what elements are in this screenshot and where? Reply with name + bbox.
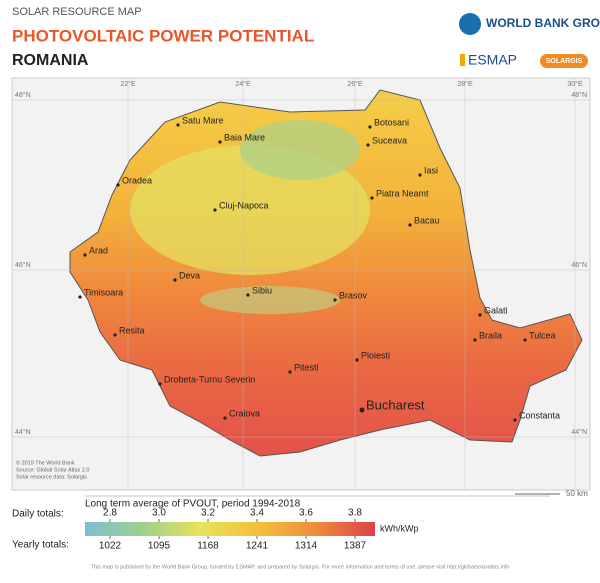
- city-dot: [113, 333, 117, 337]
- city-dot: [478, 313, 482, 317]
- city-label: Pitesti: [294, 362, 319, 372]
- city-label: Ploiesti: [361, 350, 390, 360]
- longitude-label: 24°E: [235, 80, 251, 88]
- credit: Source: Global Solar Atlas 2.0: [16, 467, 89, 473]
- city-label: Botosani: [374, 117, 409, 127]
- latitude-label: 48°N: [15, 91, 31, 99]
- world-bank-logo: WORLD BANK GROUP: [486, 16, 600, 30]
- city-label: Drobeta-Turnu Severin: [164, 374, 255, 384]
- country: ROMANIA: [12, 52, 89, 69]
- latitude-label: 46°N: [15, 261, 31, 269]
- credit: Solar resource data: Solargis: [16, 474, 87, 480]
- city-label: Constanta: [519, 410, 560, 420]
- city-label: Resita: [119, 325, 145, 335]
- yearly-tick-label: 1314: [295, 541, 318, 552]
- title: PHOTOVOLTAIC POWER POTENTIAL: [12, 26, 314, 45]
- city-label: Brasov: [339, 290, 368, 300]
- city-label: Timisoara: [84, 287, 123, 297]
- city-label: Braila: [479, 330, 502, 340]
- yearly-tick-label: 1022: [99, 541, 122, 552]
- city-dot: [176, 123, 180, 127]
- city-dot: [173, 278, 177, 282]
- latitude-label: 48°N: [571, 91, 587, 99]
- daily-tick-label: 3.4: [250, 508, 264, 519]
- city-dot: [368, 125, 372, 129]
- city-label: Satu Mare: [182, 115, 224, 125]
- city-dot: [366, 143, 370, 147]
- credit: © 2019 The World Bank: [16, 459, 75, 466]
- city-dot: [523, 338, 527, 342]
- city-dot: [213, 208, 217, 212]
- legend-daily-label: Daily totals:: [12, 509, 64, 520]
- legend-yearly-label: Yearly totals:: [12, 540, 69, 551]
- yearly-tick-label: 1095: [148, 541, 171, 552]
- longitude-label: 22°E: [120, 80, 136, 88]
- yearly-tick-label: 1241: [246, 541, 269, 552]
- city-dot: [359, 407, 365, 413]
- city-label: Baia Mare: [224, 132, 265, 142]
- daily-tick-label: 3.6: [299, 508, 313, 519]
- city-dot: [78, 295, 82, 299]
- longitude-label: 26°E: [347, 80, 363, 88]
- daily-tick-label: 3.8: [348, 508, 362, 519]
- city-label: Galati: [484, 305, 508, 315]
- city-dot: [158, 382, 162, 386]
- city-label: Craiova: [229, 408, 260, 418]
- esmap-logo: ESMAP: [468, 52, 517, 68]
- city-dot: [355, 358, 359, 362]
- yearly-tick-label: 1168: [197, 541, 219, 552]
- city-dot: [288, 370, 292, 374]
- city-label: Sibiu: [252, 285, 272, 295]
- city-label: Deva: [179, 270, 200, 280]
- city-dot: [333, 298, 337, 302]
- wb-logo-icon: [459, 13, 481, 35]
- city-dot: [418, 173, 422, 177]
- city-label: Bucharest: [366, 397, 425, 412]
- city-dot: [513, 418, 517, 422]
- longitude-label: 30°E: [567, 80, 583, 88]
- legend-title: Long term average of PVOUT, period 1994-…: [85, 499, 301, 510]
- city-label: Arad: [89, 245, 108, 255]
- city-dot: [83, 253, 87, 257]
- legend-unit: kWh/kWp: [380, 523, 419, 533]
- city-dot: [223, 416, 227, 420]
- city-dot: [116, 183, 120, 187]
- city-dot: [246, 293, 250, 297]
- latitude-label: 46°N: [571, 261, 587, 269]
- daily-tick-label: 2.8: [103, 508, 117, 519]
- city-label: Tulcea: [529, 330, 556, 340]
- colorbar: [85, 522, 375, 536]
- city-label: Oradea: [122, 175, 152, 185]
- city-dot: [218, 140, 222, 144]
- latitude-label: 44°N: [15, 428, 31, 436]
- longitude-label: 28°E: [457, 80, 473, 88]
- city-label: Piatra Neamt: [376, 188, 429, 198]
- daily-tick-label: 3.2: [201, 508, 215, 519]
- city-label: Iasi: [424, 165, 438, 175]
- city-label: Cluj-Napoca: [219, 200, 269, 210]
- latitude-label: 44°N: [571, 428, 587, 436]
- city-dot: [473, 338, 477, 342]
- daily-tick-label: 3.0: [152, 508, 166, 519]
- kicker: SOLAR RESOURCE MAP: [12, 6, 142, 18]
- city-label: Suceava: [372, 135, 407, 145]
- city-dot: [370, 196, 374, 200]
- footer: This map is published by the World Bank …: [91, 564, 510, 570]
- city-dot: [408, 223, 412, 227]
- solargis-logo: SOLARGIS: [546, 58, 583, 65]
- yearly-tick-label: 1387: [344, 541, 367, 552]
- city-label: Bacau: [414, 215, 440, 225]
- scale-label: 50 km: [566, 489, 588, 498]
